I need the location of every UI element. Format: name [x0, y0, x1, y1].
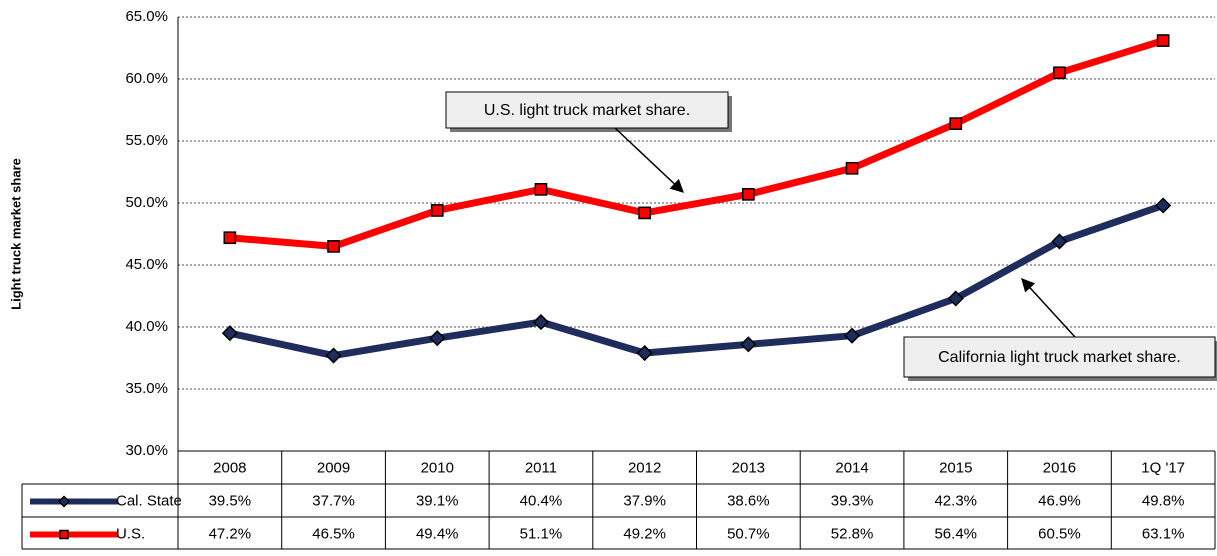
marker: [638, 206, 651, 220]
marker: [327, 240, 340, 253]
table-value: 63.1%: [1142, 525, 1185, 542]
table-value: 56.4%: [934, 525, 977, 542]
table-value: 46.9%: [1038, 492, 1081, 509]
x-tick-label: 2011: [525, 459, 557, 476]
marker: [1155, 197, 1172, 214]
marker: [430, 204, 444, 217]
x-tick-label: 2010: [421, 459, 454, 476]
marker: [742, 187, 755, 201]
y-tick-label: 30.0%: [125, 442, 168, 459]
table-value: 40.4%: [520, 492, 563, 509]
marker: [429, 330, 446, 347]
marker: [221, 325, 238, 342]
marker: [740, 336, 757, 353]
x-tick-label: 2013: [732, 459, 765, 476]
y-tick-label: 55.0%: [125, 132, 168, 149]
table-value: 50.7%: [727, 525, 770, 542]
table-value: 38.6%: [727, 492, 770, 509]
x-tick-label: 2008: [213, 459, 246, 476]
marker: [223, 231, 237, 245]
marker: [843, 327, 861, 344]
x-tick-label: 2014: [835, 459, 868, 476]
annotation-arrow: [1021, 278, 1076, 338]
y-tick-label: 50.0%: [125, 194, 168, 211]
y-tick-label: 60.0%: [125, 70, 168, 87]
table-value: 42.3%: [934, 492, 977, 509]
series-line: [229, 202, 1165, 360]
y-tick-label: 45.0%: [125, 256, 168, 273]
table-value: 46.5%: [312, 525, 355, 542]
table-value: 60.5%: [1038, 525, 1081, 542]
annotation-box: [903, 336, 1216, 378]
y-tick-label: 35.0%: [125, 380, 168, 397]
table-value: 39.1%: [416, 492, 459, 509]
annotation-arrow: [614, 127, 684, 193]
table-value: 51.1%: [520, 525, 563, 542]
marker: [325, 347, 342, 364]
x-tick-label: 2015: [939, 459, 972, 476]
marker: [534, 183, 548, 196]
series-line: [229, 37, 1165, 250]
x-tick-label: 2012: [628, 459, 661, 476]
legend-label: Cal. State: [116, 492, 182, 509]
y-axis-label: Light truck market share: [8, 158, 23, 310]
annotation-text: California light truck market share.: [938, 349, 1181, 366]
table-value: 49.8%: [1142, 492, 1185, 509]
marker: [1053, 66, 1066, 80]
marker: [949, 117, 963, 130]
marker: [59, 529, 69, 540]
marker: [947, 290, 964, 307]
marker: [636, 344, 653, 362]
annotation-box: [445, 91, 729, 129]
marker: [532, 313, 550, 331]
marker: [1051, 233, 1068, 250]
table-value: 49.2%: [623, 525, 666, 542]
x-tick-label: 2016: [1043, 459, 1076, 476]
table-value: 52.8%: [831, 525, 874, 542]
table-value: 39.5%: [209, 492, 252, 509]
x-tick-label: 1Q '17: [1141, 459, 1185, 476]
y-tick-label: 40.0%: [125, 318, 168, 335]
table-value: 37.9%: [623, 492, 666, 509]
table-value: 39.3%: [831, 492, 874, 509]
marker: [57, 495, 71, 508]
marker: [845, 161, 859, 175]
annotation-text: U.S. light truck market share.: [484, 102, 690, 119]
table-value: 37.7%: [312, 492, 355, 509]
marker: [1156, 34, 1170, 47]
y-tick-label: 65.0%: [125, 8, 168, 25]
x-tick-label: 2009: [317, 459, 350, 476]
legend-label: U.S.: [116, 525, 145, 542]
table-value: 47.2%: [209, 525, 252, 542]
table-value: 49.4%: [416, 525, 459, 542]
